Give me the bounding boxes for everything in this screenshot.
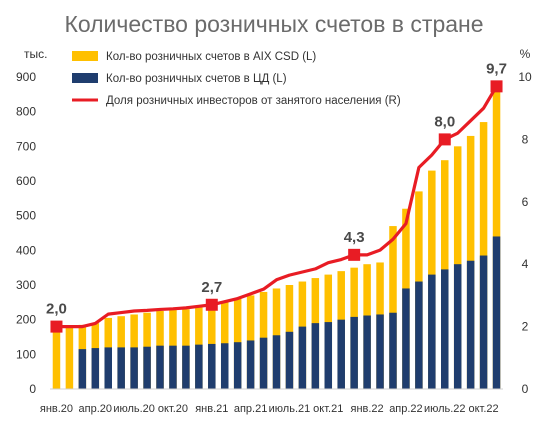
bar-cd xyxy=(441,269,449,389)
y-right-tick-label: 4 xyxy=(522,257,529,271)
y-right-tick-label: 2 xyxy=(522,320,529,334)
bar-cd xyxy=(156,345,164,389)
bar-cd xyxy=(246,340,255,389)
bar-cd xyxy=(233,342,242,389)
bar-cd xyxy=(479,255,488,389)
line-marker xyxy=(348,248,361,261)
bar-cd xyxy=(285,331,294,389)
bar-cd xyxy=(220,343,229,389)
data-label: 2,7 xyxy=(201,279,222,296)
bar-cd xyxy=(350,316,358,389)
chart-title: Количество розничных счетов в стране xyxy=(64,11,483,37)
y-left-tick-label: 900 xyxy=(16,70,36,84)
bar-cd xyxy=(259,337,268,389)
x-tick-label: окт.20 xyxy=(158,403,188,415)
line-investor-share xyxy=(56,85,498,329)
bar-aix-csd xyxy=(389,226,397,389)
x-tick-label: июль.22 xyxy=(424,403,466,415)
legend: Кол-во розничных счетов в AIX CSD (L) Кол… xyxy=(72,51,401,107)
bar-cd xyxy=(466,260,475,389)
bar-cd xyxy=(143,346,151,389)
x-tick-label: июль.21 xyxy=(269,403,311,415)
y-right-tick-label: 8 xyxy=(522,132,529,146)
x-tick-label: окт.21 xyxy=(313,403,343,415)
y-left-tick-label: 800 xyxy=(16,105,36,119)
bar-cd xyxy=(337,319,345,389)
line-series-group xyxy=(56,85,498,329)
y-right-tick-label: 10 xyxy=(518,70,532,84)
x-tick-label: апр.22 xyxy=(389,403,422,415)
y-left-tick-label: 100 xyxy=(16,347,36,361)
x-tick-label: янв.21 xyxy=(195,403,228,415)
data-label: 8,0 xyxy=(434,113,455,130)
legend-label: Кол-во розничных счетов в ЦД (L) xyxy=(106,73,287,85)
line-marker xyxy=(438,133,451,146)
bar-cd xyxy=(182,345,190,389)
bar-cd xyxy=(78,349,87,389)
bar-cd xyxy=(130,347,138,389)
legend-label: Кол-во розничных счетов в AIX CSD (L) xyxy=(106,51,316,63)
bar-cd xyxy=(492,236,501,389)
right-axis-unit: % xyxy=(520,47,531,61)
x-tick-label: янв.22 xyxy=(351,403,384,415)
x-tick-label: июль.20 xyxy=(113,403,155,415)
legend-label: Доля розничных инвесторов от занятого на… xyxy=(106,95,401,107)
line-marker xyxy=(490,80,503,93)
bar-cd xyxy=(298,326,307,389)
data-label: 9,7 xyxy=(486,60,507,77)
axes-group: 0 100 200 300 400 500 600 700 800 900 0 2 4 6 8 10 янв.2… xyxy=(16,70,532,415)
bar-cd xyxy=(272,335,281,389)
y-left-tick-label: 700 xyxy=(16,139,36,153)
bar-cd xyxy=(428,274,436,389)
data-label: 4,3 xyxy=(344,229,365,246)
y-left-tick-label: 500 xyxy=(16,209,36,223)
bar-cd xyxy=(311,323,320,389)
bar-cd xyxy=(208,343,216,389)
bar-cd xyxy=(117,347,125,389)
left-axis-unit: тыс. xyxy=(24,47,47,61)
line-marker xyxy=(50,320,63,333)
x-tick-label: янв.20 xyxy=(40,403,73,415)
bars-group xyxy=(52,87,501,390)
legend-swatch xyxy=(72,51,98,61)
bar-aix-csd xyxy=(65,326,74,389)
y-right-tick-label: 0 xyxy=(522,382,529,396)
y-left-tick-label: 600 xyxy=(16,174,36,188)
data-label: 2,0 xyxy=(46,301,67,318)
bar-aix-csd xyxy=(52,330,61,389)
bar-cd xyxy=(415,281,423,389)
x-tick-label: окт.22 xyxy=(469,403,499,415)
y-left-tick-label: 200 xyxy=(16,313,36,327)
bar-cd xyxy=(195,344,203,389)
bar-cd xyxy=(389,312,397,389)
bar-cd xyxy=(169,345,177,389)
bar-cd xyxy=(402,288,410,389)
legend-swatch xyxy=(72,73,98,83)
bar-cd xyxy=(363,315,371,389)
y-left-tick-label: 0 xyxy=(29,382,36,396)
bar-cd xyxy=(453,264,462,389)
x-tick-label: апр.21 xyxy=(234,403,267,415)
bar-cd xyxy=(91,348,100,389)
line-marker xyxy=(205,298,218,311)
data-labels-group: 2,0 2,7 4,3 8,0 9,7 xyxy=(46,60,507,333)
bar-cd xyxy=(104,347,112,389)
y-left-tick-label: 400 xyxy=(16,243,36,257)
y-right-tick-label: 6 xyxy=(522,195,529,209)
bar-cd xyxy=(376,314,384,389)
y-left-tick-label: 300 xyxy=(16,278,36,292)
x-tick-label: апр.20 xyxy=(79,403,112,415)
bar-cd xyxy=(324,322,333,389)
